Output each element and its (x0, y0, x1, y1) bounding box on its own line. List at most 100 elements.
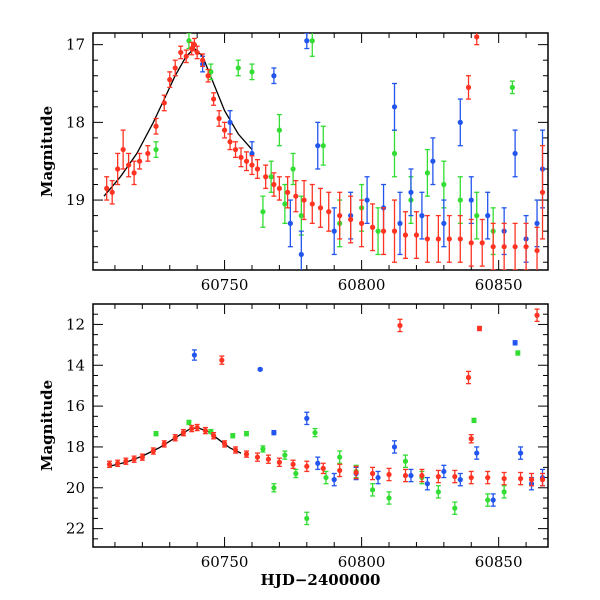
bottom-data-point (528, 477, 535, 483)
bottom-data-point (386, 495, 392, 501)
top-data-point (208, 69, 214, 75)
bottom-data-point (312, 430, 318, 436)
top-data-point (523, 244, 529, 250)
top-data-point (364, 197, 370, 203)
bottom-data-point (304, 463, 310, 469)
top-data-point (153, 123, 159, 129)
bottom-data-point (211, 433, 217, 439)
bottom-data-point (353, 469, 359, 476)
top-x-tick-label: 60850 (475, 276, 523, 294)
bottom-data-point (517, 450, 524, 456)
bottom-data-point (386, 471, 392, 478)
top-data-point (161, 100, 167, 106)
top-y-tick-label: 17 (66, 36, 85, 54)
top-data-point (298, 213, 304, 219)
top-data-point (287, 220, 293, 226)
top-data-point (509, 84, 515, 90)
top-data-point (485, 213, 491, 219)
top-data-point (172, 65, 178, 71)
top-data-point (468, 197, 474, 203)
bottom-data-point (485, 497, 491, 503)
bottom-data-point (106, 461, 113, 467)
top-data-point (391, 228, 398, 234)
top-data-point (200, 57, 206, 63)
bottom-x-axis-label: HJD−2400000 (261, 571, 381, 589)
bottom-data-point (180, 430, 187, 436)
bottom-data-point (512, 340, 518, 346)
top-data-point (309, 201, 315, 207)
bottom-data-point (260, 446, 266, 452)
bottom-data-point (271, 430, 277, 436)
bottom-data-point (254, 454, 261, 460)
top-data-point (115, 166, 121, 172)
top-data-point (441, 220, 447, 226)
bottom-y-axis-label: Magnitude (38, 380, 56, 471)
bottom-data-point (468, 436, 474, 442)
top-data-point (479, 240, 485, 246)
top-data-point (369, 224, 376, 230)
bottom-x-tick-label: 60850 (475, 553, 523, 571)
top-data-point (430, 158, 436, 164)
top-data-point (457, 236, 463, 242)
bottom-y-tick-label: 18 (66, 438, 85, 456)
bottom-data-point (539, 477, 546, 483)
top-data-point (457, 119, 463, 125)
bottom-panel: 60750 60800 60850 12 14 16 18 20 22 Magnitude HJD−… (38, 303, 549, 589)
bottom-data-point (150, 448, 156, 454)
top-data-layer (103, 33, 546, 270)
top-data-point (249, 150, 255, 157)
bottom-data-point (265, 456, 272, 462)
top-data-point (298, 251, 304, 258)
bottom-data-point (172, 435, 178, 441)
bottom-data-point (397, 322, 403, 329)
top-data-point (205, 73, 211, 79)
bottom-data-point (271, 485, 277, 491)
top-data-point (419, 213, 425, 219)
bottom-data-point (419, 472, 425, 479)
bottom-data-point (191, 352, 198, 358)
bottom-data-point (257, 366, 263, 372)
top-data-point (290, 166, 296, 172)
top-data-point (104, 185, 110, 192)
top-data-point (301, 197, 307, 203)
top-data-point (276, 185, 282, 192)
top-data-point (136, 158, 143, 164)
top-x-tick-label: 60750 (201, 276, 249, 294)
top-data-point (380, 228, 387, 234)
top-data-point (120, 146, 126, 153)
bottom-data-point (441, 468, 447, 475)
bottom-data-point (194, 424, 200, 431)
bottom-data-point (435, 489, 441, 495)
top-data-point (216, 115, 222, 122)
top-data-point (309, 38, 315, 44)
top-data-point (271, 73, 277, 79)
bottom-data-point (490, 497, 496, 503)
top-data-point (512, 150, 518, 157)
top-data-point (501, 244, 507, 250)
top-data-point (441, 181, 447, 188)
top-data-point (375, 228, 381, 234)
bottom-data-point (219, 357, 225, 363)
bottom-data-point (534, 312, 540, 318)
bottom-data-point (369, 470, 376, 477)
top-data-point (512, 244, 518, 250)
bottom-x-tick-label: 60750 (201, 553, 249, 571)
bottom-data-point (304, 415, 310, 421)
top-data-point (145, 150, 151, 157)
bottom-data-point (337, 467, 343, 474)
bottom-y-tick-label: 16 (66, 397, 85, 415)
top-data-point (271, 181, 277, 188)
top-data-point (254, 166, 261, 172)
top-data-point (293, 193, 299, 199)
top-data-point (331, 228, 337, 234)
bottom-y-tick-label: 20 (66, 479, 85, 497)
top-data-point (131, 170, 137, 176)
bottom-data-point (435, 473, 441, 480)
bottom-data-point (452, 505, 458, 511)
top-data-point (194, 49, 200, 56)
top-x-tick-label: 60800 (338, 276, 386, 294)
top-data-point (232, 146, 239, 153)
bottom-data-point (221, 441, 228, 447)
bottom-data-point (123, 458, 129, 464)
top-data-point (243, 158, 250, 164)
